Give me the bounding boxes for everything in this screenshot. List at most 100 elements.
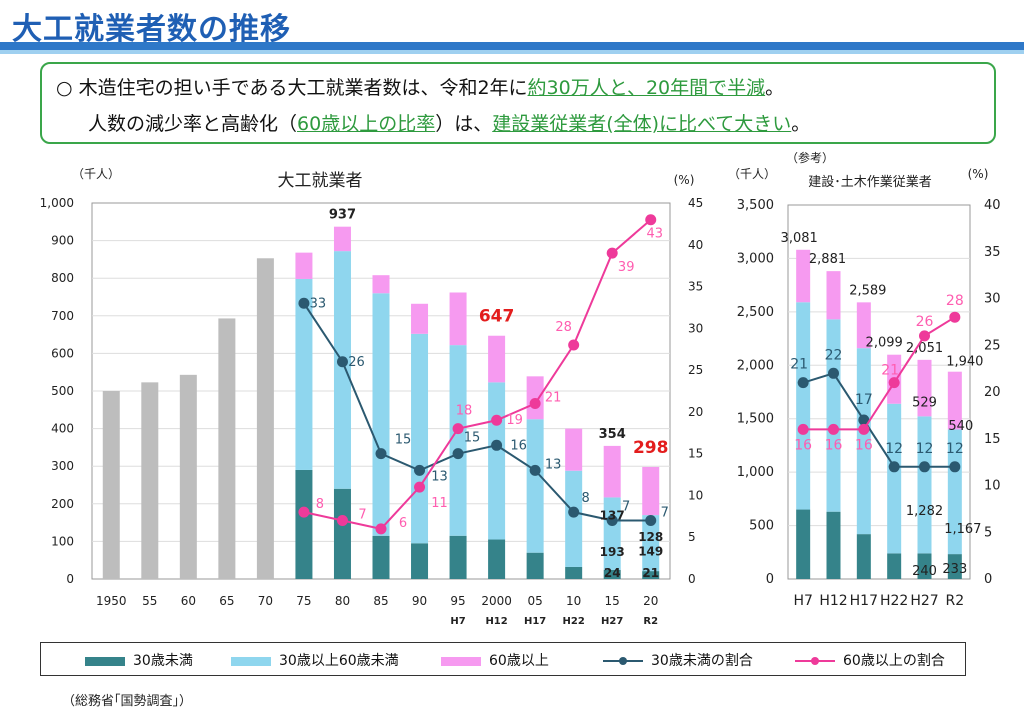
o60-rate-point <box>568 339 580 351</box>
u30-rate-2-point <box>828 367 839 379</box>
bar-segment-u30 <box>488 539 506 579</box>
y-tick-label-right: 20 <box>984 385 1001 400</box>
y-tick-label-left: 800 <box>51 271 74 285</box>
legend-swatch-o60 <box>441 656 481 666</box>
bar-segment-u30 <box>826 511 841 579</box>
bar-total-label: 937 <box>329 208 356 223</box>
x-tick-label: H12 <box>819 593 847 609</box>
x-tick-sublabel: H7 <box>450 616 465 627</box>
legend-label: 30歳未満 <box>133 653 193 669</box>
y-tick-label-left: 700 <box>51 309 74 323</box>
y-tick-label-left: 400 <box>51 422 74 436</box>
bar-segment-u30 <box>411 543 429 579</box>
bar-segment-o60 <box>947 371 962 430</box>
bar-segment-m30-60 <box>947 429 962 555</box>
x-tick-label: 90 <box>412 594 427 608</box>
x-tick-label: H22 <box>880 593 908 609</box>
chart-title-note-2: （参考） <box>786 150 834 165</box>
summary-text: 人数の減少率と高齢化（ <box>88 113 298 135</box>
o60-rate-2-value-label: 21 <box>881 363 899 379</box>
u30-rate-value-label: 13 <box>431 469 448 484</box>
o60-rate-2-value-label: 26 <box>916 314 934 330</box>
bar-segment-m30-60 <box>917 416 932 554</box>
y-tick-label-right: 25 <box>688 363 703 377</box>
summary-text: 。 <box>765 77 785 99</box>
page-title: 大工就業者数の推移 <box>12 12 291 47</box>
y-tick-label-right: 30 <box>984 292 1001 307</box>
y-tick-label-right: 25 <box>984 338 1001 353</box>
segment-value-label: 540 <box>948 419 973 434</box>
summary-text: ）は、 <box>435 113 493 135</box>
bar-segment-o60 <box>295 252 313 279</box>
u30-rate-point <box>491 439 503 451</box>
x-tick-label: H17 <box>850 593 878 609</box>
u30-rate-2-value-label: 12 <box>946 441 964 457</box>
u30-rate-value-label: 13 <box>545 457 562 472</box>
y-tick-label-right: 15 <box>984 432 1001 447</box>
y-tick-label-left: 600 <box>51 346 74 360</box>
x-tick-label: 2000 <box>481 594 512 608</box>
x-tick-label: 70 <box>258 594 273 608</box>
o60-rate-value-label: 6 <box>399 516 407 531</box>
chart-legend: 30歳未満 30歳以上60歳未満 60歳以上 30歳未満の割合 60歳以上の割合 <box>40 642 966 676</box>
y-tick-label-left: 500 <box>51 384 74 398</box>
bar-total-gray <box>141 382 159 579</box>
y-tick-label-left: 100 <box>51 534 74 548</box>
y-tick-label-right: 35 <box>688 280 703 294</box>
bar-segment-u30 <box>947 554 962 579</box>
y-tick-label-right: 45 <box>688 196 703 210</box>
bar-total-label: 298 <box>633 438 669 458</box>
bar-total-label: 647 <box>479 307 515 327</box>
x-tick-label: 55 <box>142 594 157 608</box>
bar-segment-m30-60 <box>603 497 621 570</box>
bar-total-label: 354 <box>599 427 626 442</box>
x-tick-label: 1950 <box>96 594 127 608</box>
o60-rate-2-value-label: 16 <box>825 437 843 453</box>
segment-value-label: 233 <box>942 562 967 577</box>
bar-segment-m30-60 <box>887 403 902 554</box>
bar-total-label: 2,051 <box>906 341 943 356</box>
x-tick-label: H7 <box>793 593 812 609</box>
legend-swatch-m30-60 <box>231 656 271 666</box>
x-tick-label: R2 <box>946 593 965 609</box>
segment-value-label: 1,282 <box>906 504 943 519</box>
o60-rate-2-point <box>949 311 961 323</box>
segment-value-label: 149 <box>638 544 663 558</box>
o60-rate-value-label: 8 <box>316 497 324 512</box>
bar-segment-u30 <box>333 488 351 579</box>
legend-line-o60-rate <box>795 657 835 665</box>
summary-line-1: ○ 木造住宅の担い手である大工就業者数は、令和2年に約30万人と、20年間で半減… <box>56 70 980 106</box>
u30-rate-2-value-label: 12 <box>885 441 903 457</box>
o60-rate-point <box>529 398 541 410</box>
title-underline <box>0 42 1024 50</box>
summary-line-2: 人数の減少率と高齢化（60歳以上の比率）は、建設業従業者(全体)に比べて大きい。 <box>56 106 980 142</box>
y-tick-label-right: 40 <box>984 198 1001 213</box>
u30-rate-point <box>298 297 310 309</box>
y-tick-label-right: 5 <box>688 530 696 544</box>
o60-rate-2-line <box>803 316 956 431</box>
bar-segment-o60 <box>565 428 583 471</box>
o60-rate-2-point <box>828 423 839 435</box>
y-tick-label-right: 10 <box>984 479 1001 494</box>
o60-rate-point <box>452 423 464 435</box>
plot-frame-2 <box>787 204 971 580</box>
bar-total-label: 3,081 <box>781 231 818 246</box>
bar-total-label: 2,881 <box>809 252 846 267</box>
y-tick-label-left: 900 <box>51 234 74 248</box>
summary-highlight: 60歳以上の比率 <box>297 113 436 135</box>
u30-rate-2-value-label: 21 <box>790 357 808 373</box>
u30-rate-value-label: 7 <box>622 500 630 515</box>
summary-highlight: 約30万人と、20年間で半減 <box>527 77 766 99</box>
segment-value-label: 193 <box>600 545 625 559</box>
y-tick-label-left: 300 <box>51 459 74 473</box>
x-tick-label: 60 <box>181 594 196 608</box>
bar-segment-u30 <box>917 553 932 579</box>
o60-rate-point <box>414 481 426 493</box>
y-tick-label-left: 2,500 <box>737 305 774 320</box>
o60-rate-value-label: 43 <box>646 227 663 242</box>
o60-rate-value-label: 11 <box>431 496 448 511</box>
y-tick-label-right: 5 <box>984 525 992 540</box>
legend-label: 60歳以上の割合 <box>843 653 945 669</box>
y-tick-label-left: 1,000 <box>737 465 774 480</box>
bar-segment-u30 <box>887 553 902 579</box>
